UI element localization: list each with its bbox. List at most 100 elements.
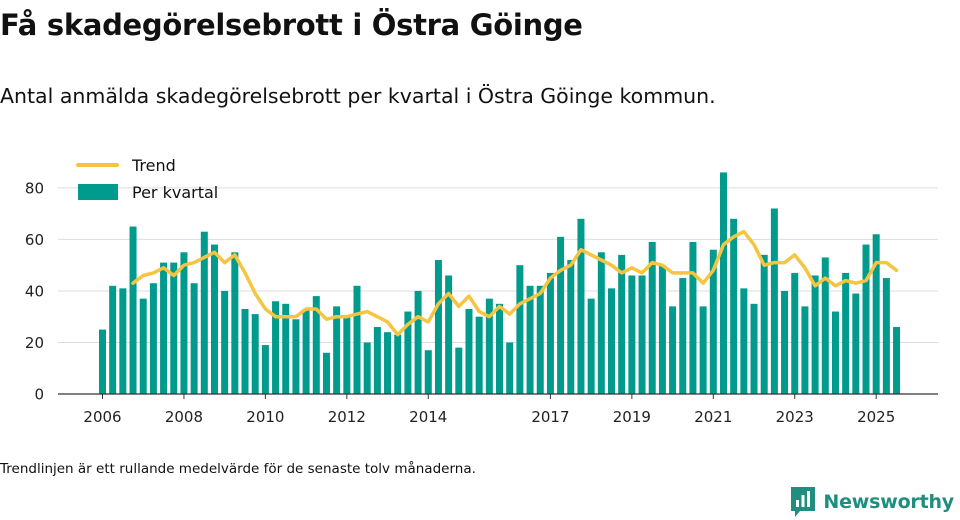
x-tick-label: 2017	[531, 408, 569, 426]
x-tick-label: 2014	[409, 408, 447, 426]
page-subtitle: Antal anmälda skadegörelsebrott per kvar…	[0, 84, 716, 108]
bar	[740, 288, 748, 394]
bar	[261, 345, 269, 394]
bar	[587, 298, 595, 394]
bar	[210, 244, 218, 394]
bar	[434, 260, 442, 394]
bar	[394, 334, 402, 394]
trend-line	[131, 229, 899, 337]
bar	[149, 283, 157, 394]
bar	[221, 290, 229, 394]
legend-trend-label: Trend	[131, 156, 176, 175]
bar-layer	[99, 172, 901, 394]
x-tick-label: 2019	[613, 408, 651, 426]
bar	[597, 252, 605, 394]
bar	[129, 226, 137, 394]
bar	[781, 290, 789, 394]
bar	[546, 272, 554, 394]
bar	[160, 262, 168, 394]
bar	[302, 308, 310, 394]
bar	[445, 275, 453, 394]
y-tick-label: 60	[25, 231, 44, 249]
footnote: Trendlinjen är ett rullande medelvärde f…	[0, 461, 476, 477]
trend-layer	[131, 229, 899, 337]
x-tick-label: 2008	[165, 408, 203, 426]
x-tick-label: 2010	[246, 408, 284, 426]
bar	[404, 311, 412, 394]
bar	[119, 288, 127, 394]
bar	[577, 218, 585, 394]
bar	[109, 285, 117, 394]
bar	[424, 350, 432, 394]
bar	[730, 218, 738, 394]
bar	[882, 278, 890, 394]
bar	[455, 347, 463, 394]
bar	[669, 306, 677, 394]
bar	[200, 231, 208, 394]
bar	[272, 301, 280, 394]
page-title: Få skadegörelsebrott i Östra Göinge	[0, 8, 583, 42]
legend-bar-swatch	[78, 184, 118, 200]
bar	[496, 303, 504, 394]
bar	[322, 352, 330, 394]
bar	[872, 234, 880, 394]
bar	[333, 306, 341, 394]
bar	[750, 303, 758, 394]
bar	[465, 308, 473, 394]
bar	[638, 275, 646, 394]
bar	[506, 342, 514, 394]
x-tick-label: 2025	[857, 408, 895, 426]
bar	[567, 260, 575, 394]
bar	[353, 285, 361, 394]
bar	[893, 327, 901, 394]
bar	[770, 208, 778, 394]
bar	[842, 272, 850, 394]
y-tick-label: 20	[25, 334, 44, 352]
x-tick-label: 2012	[328, 408, 366, 426]
bar	[312, 296, 320, 394]
bar	[373, 327, 381, 394]
bar	[343, 316, 351, 394]
bar	[414, 290, 422, 394]
x-tick-label: 2021	[694, 408, 732, 426]
bar	[180, 252, 188, 394]
bar	[190, 283, 198, 394]
bar	[526, 285, 534, 394]
bar	[292, 319, 300, 394]
y-tick-label: 80	[25, 179, 44, 197]
bar	[658, 265, 666, 394]
bar	[709, 249, 717, 394]
bar	[99, 329, 106, 394]
y-tick-label: 40	[25, 282, 44, 300]
bar	[719, 172, 727, 394]
axis-layer: 0 20 40 60 80 2006 2008 2010 2012 2014 2017 2019 202…	[25, 179, 938, 426]
bar	[862, 244, 870, 394]
brand-name: Newsworthy	[823, 491, 954, 513]
y-tick-label: 0	[34, 386, 44, 404]
bar	[811, 275, 819, 394]
bar	[251, 314, 259, 394]
legend: Trend Per kvartal	[76, 156, 218, 202]
legend-bar-label: Per kvartal	[132, 183, 218, 202]
bar	[801, 306, 809, 394]
brand-logo: Newsworthy	[790, 486, 954, 518]
bar	[231, 252, 239, 394]
bar	[485, 298, 493, 394]
bar	[628, 275, 636, 394]
bar	[852, 293, 860, 394]
bar	[791, 272, 799, 394]
bar	[363, 342, 371, 394]
bar	[475, 316, 483, 394]
bar	[516, 265, 524, 394]
bar	[536, 285, 544, 394]
x-tick-label: 2006	[83, 408, 121, 426]
bar	[241, 308, 249, 394]
bar	[831, 311, 839, 394]
bar	[282, 303, 290, 394]
bar	[618, 254, 626, 394]
bar	[648, 241, 656, 394]
bar	[608, 288, 615, 394]
bar	[384, 332, 392, 394]
bar	[699, 306, 707, 394]
bar	[679, 278, 687, 394]
